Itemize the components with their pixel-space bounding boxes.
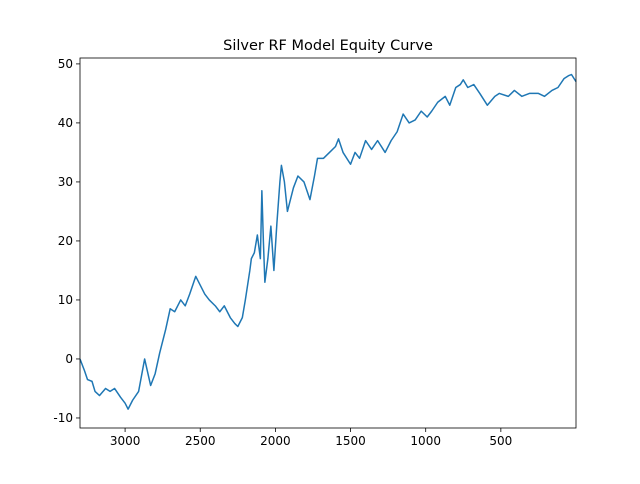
x-tick-label: 3000 <box>110 434 141 448</box>
x-tick-label: 2000 <box>260 434 291 448</box>
x-tick-label: 500 <box>489 434 512 448</box>
y-tick-label: 10 <box>58 293 73 307</box>
chart-title: Silver RF Model Equity Curve <box>223 38 433 54</box>
y-tick-label: 30 <box>58 175 73 189</box>
axes-frame <box>79 57 577 429</box>
x-tick-label: 1000 <box>410 434 441 448</box>
y-tick-label: 40 <box>58 116 73 130</box>
y-tick-label: 20 <box>58 234 73 248</box>
equity-line <box>79 73 577 410</box>
y-tick-label: 50 <box>58 57 73 71</box>
x-tick-label: 1500 <box>335 434 366 448</box>
x-tick-label: 2500 <box>185 434 216 448</box>
y-tick-label: 0 <box>65 352 73 366</box>
y-tick-label: -10 <box>53 411 73 425</box>
